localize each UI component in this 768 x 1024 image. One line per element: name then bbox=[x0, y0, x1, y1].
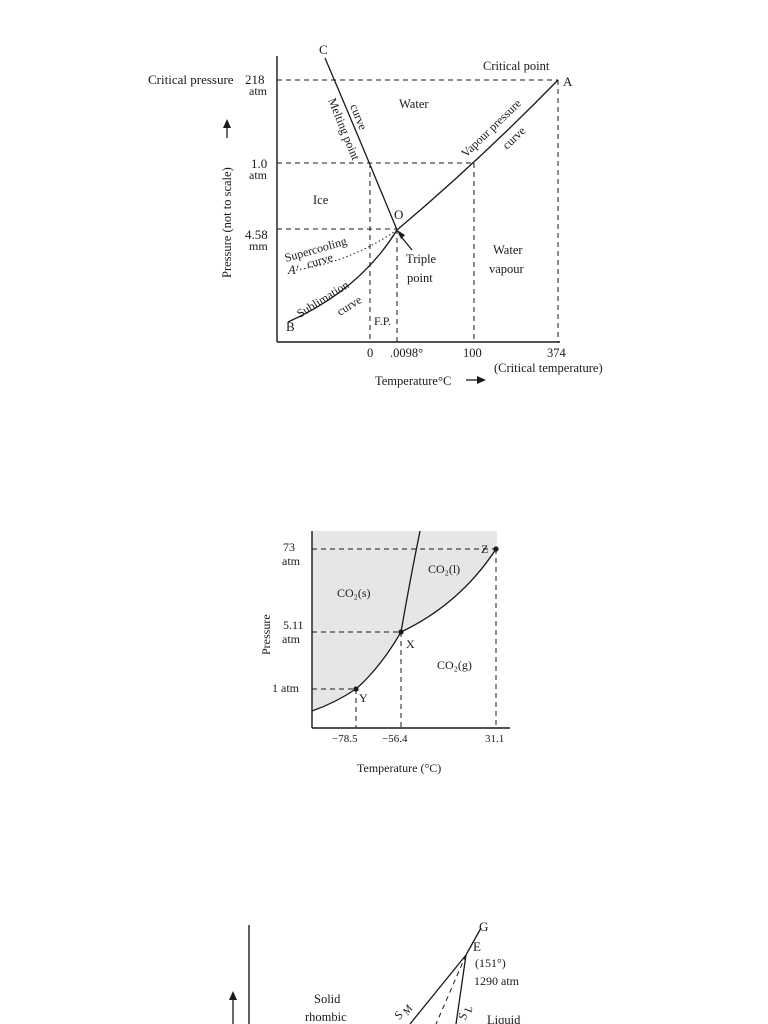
sulfur-eg-curve bbox=[465, 927, 482, 956]
point-a-prime-label: A′ bbox=[287, 263, 299, 277]
right-arrow-icon bbox=[477, 376, 486, 384]
sulfur-e-pressure: 1290 atm bbox=[474, 974, 520, 988]
co2-point-z-label: Z bbox=[481, 542, 488, 556]
co2-x-tick-311: 31.1 bbox=[485, 733, 504, 745]
point-x-marker bbox=[398, 629, 404, 635]
co2-x-tick-564: −56.4 bbox=[382, 733, 408, 745]
region-water-vapour-2: vapour bbox=[489, 262, 525, 276]
water-phase-diagram: Critical pressure 218 atm 1.0 atm 4.58 m… bbox=[148, 42, 603, 388]
x-tick-0098: .0098° bbox=[390, 346, 423, 360]
sulfur-point-e-label: E bbox=[473, 939, 481, 954]
sublimation-curve bbox=[287, 229, 398, 323]
liquid-region-shade bbox=[401, 531, 497, 632]
point-b-label: B bbox=[286, 319, 295, 334]
vapour-curve-label: curve bbox=[499, 124, 528, 153]
svg-text:S: S bbox=[455, 1012, 470, 1020]
y-tick-458-unit: mm bbox=[249, 239, 268, 253]
co2-y-axis-label: Pressure bbox=[259, 614, 273, 655]
fp-label: F.P. bbox=[374, 314, 391, 328]
sulfur-sm-curve bbox=[409, 954, 467, 1024]
co2-y-tick-73: 73 bbox=[283, 540, 295, 554]
y-tick-218-unit: atm bbox=[249, 84, 268, 98]
critical-pressure-label: Critical pressure bbox=[148, 72, 234, 87]
sulfur-e-temp: (151°) bbox=[475, 956, 506, 970]
point-z-marker bbox=[493, 546, 499, 552]
vapour-pressure-curve bbox=[396, 79, 559, 231]
co2-solid-label: CO₂(s) bbox=[337, 586, 371, 600]
co2-melting-curve bbox=[400, 530, 421, 633]
co2-point-y-label: Y bbox=[359, 691, 368, 705]
co2-x-tick-785: −78.5 bbox=[332, 733, 358, 745]
sulfur-point-g-label: G bbox=[479, 919, 488, 934]
melting-point-curve bbox=[324, 57, 398, 231]
x-tick-374: 374 bbox=[547, 346, 567, 360]
triple-point-label-1: Triple bbox=[406, 252, 437, 266]
region-water-vapour-1: Water bbox=[493, 243, 523, 257]
sulfur-region-rhombic: rhombic bbox=[305, 1010, 347, 1024]
sulfur-sl-label: S L bbox=[455, 1005, 475, 1020]
sulfur-dashed-curve bbox=[435, 954, 467, 1024]
co2-liquid-label: CO₂(l) bbox=[428, 562, 460, 576]
co2-y-tick-73-unit: atm bbox=[282, 554, 301, 568]
region-water: Water bbox=[399, 97, 429, 111]
co2-vapour-curve bbox=[400, 548, 497, 633]
water-y-axis-label: Pressure (not to scale) bbox=[220, 167, 234, 278]
region-ice: Ice bbox=[313, 193, 329, 207]
co2-y-tick-511: 5.11 bbox=[283, 618, 304, 632]
y-tick-458: 4.58 bbox=[245, 227, 268, 242]
co2-phase-diagram: 73 atm 5.11 atm 1 atm Pressure −78.5 −56… bbox=[259, 530, 510, 775]
sulfur-phase-diagram: G E (151°) 1290 atm Solid rhombic Liquid… bbox=[229, 919, 521, 1024]
co2-x-axis-label: Temperature (°C) bbox=[357, 761, 441, 775]
sulfur-region-solid: Solid bbox=[314, 992, 341, 1006]
sulfur-sl-curve bbox=[455, 954, 467, 1024]
y-tick-1-unit: atm bbox=[249, 168, 268, 182]
svg-text:L: L bbox=[462, 1005, 475, 1014]
water-x-axis-label: Temperature°C bbox=[375, 374, 451, 388]
solid-region-shade bbox=[312, 531, 420, 711]
co2-gas-label: CO₂(g) bbox=[437, 658, 472, 672]
arrow-head-icon bbox=[397, 230, 405, 239]
point-y-marker bbox=[353, 686, 359, 692]
y-tick-218: 218 bbox=[245, 72, 265, 87]
triple-point-label-2: point bbox=[407, 271, 433, 285]
critical-point-label: Critical point bbox=[483, 59, 550, 73]
co2-point-x-label: X bbox=[406, 637, 415, 651]
point-a-label: A bbox=[563, 74, 573, 89]
x-tick-100: 100 bbox=[463, 346, 482, 360]
co2-y-tick-511-unit: atm bbox=[282, 632, 301, 646]
x-tick-0: 0 bbox=[367, 346, 373, 360]
y-tick-1: 1.0 bbox=[251, 156, 267, 171]
critical-temperature-label: (Critical temperature) bbox=[494, 361, 603, 375]
point-o-label: O bbox=[394, 207, 403, 222]
up-arrow-icon bbox=[223, 119, 231, 128]
sulfur-region-liquid: Liquid bbox=[487, 1013, 521, 1024]
co2-y-tick-1atm: 1 atm bbox=[272, 681, 300, 695]
point-c-label: C bbox=[319, 42, 328, 57]
up-arrow-icon bbox=[229, 991, 237, 1000]
